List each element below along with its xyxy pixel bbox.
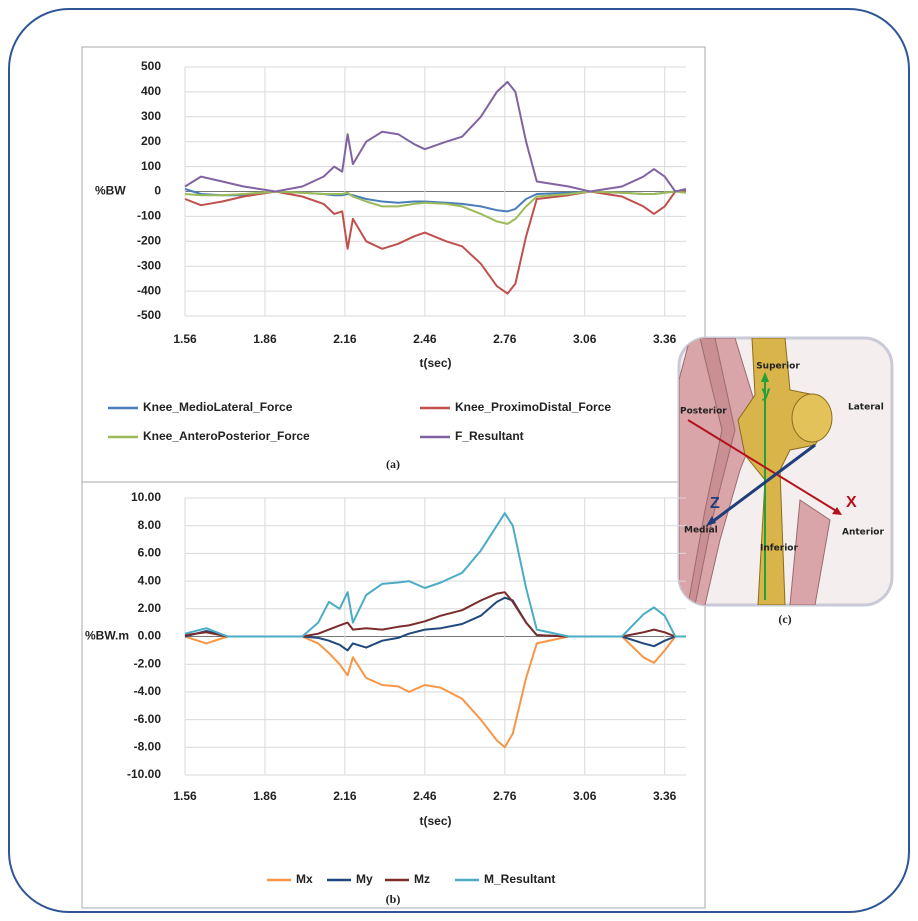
y-tick-label: -6.00: [134, 712, 162, 726]
legend-label: Mx: [296, 872, 313, 886]
y-tick-label: 400: [141, 84, 161, 98]
y-tick-label: -200: [137, 233, 161, 247]
y-tick-label: -2.00: [134, 656, 162, 670]
label-inferior: Inferior: [760, 544, 798, 554]
x-axis-label: t(sec): [419, 356, 451, 370]
x-tick-label: 2.16: [333, 332, 357, 346]
y-tick-label: -8.00: [134, 739, 162, 753]
y-tick-label: -100: [137, 209, 161, 223]
y-tick-label: 0: [154, 184, 161, 198]
y-tick-label: 6.00: [138, 546, 162, 560]
y-tick-label: 8.00: [138, 518, 162, 532]
y-tick-label: 0.00: [138, 629, 162, 643]
y-tick-label: 4.00: [138, 573, 162, 587]
x-tick-label: 1.86: [253, 789, 277, 803]
legend-label: Knee_MedioLateral_Force: [143, 400, 293, 414]
y-tick-label: 200: [141, 134, 161, 148]
legend-label: M_Resultant: [484, 872, 555, 886]
legend-label: Knee_AnteroPosterior_Force: [143, 429, 310, 443]
axis-y-letter: y: [762, 384, 771, 401]
y-tick-label: 100: [141, 159, 161, 173]
axis-z-letter: Z: [710, 495, 720, 512]
label-medial: Medial: [684, 526, 718, 536]
x-tick-label: 2.16: [333, 789, 357, 803]
y-tick-label: 2.00: [138, 601, 162, 615]
y-tick-label: -4.00: [134, 684, 162, 698]
caption: (b): [386, 892, 401, 906]
x-tick-label: 2.76: [493, 789, 517, 803]
caption-c: (c): [778, 612, 791, 626]
y-tick-label: 300: [141, 109, 161, 123]
caption: (a): [386, 457, 400, 471]
y-tick-label: -10.00: [127, 767, 161, 781]
y-tick-label: 500: [141, 59, 161, 73]
x-tick-label: 1.86: [253, 332, 277, 346]
y-tick-label: -300: [137, 258, 161, 272]
legend-label: My: [356, 872, 373, 886]
label-superior: Superior: [756, 362, 800, 372]
y-tick-label: -500: [137, 308, 161, 322]
x-tick-label: 1.56: [173, 789, 197, 803]
label-lateral: Lateral: [848, 403, 884, 413]
x-axis-label: t(sec): [419, 814, 451, 828]
axis-x-letter: X: [846, 494, 857, 511]
x-tick-label: 3.06: [573, 332, 597, 346]
x-tick-label: 2.46: [413, 332, 437, 346]
legend-label: Mz: [414, 872, 430, 886]
knee-image: Superior Lateral Posterior Medial Inferi…: [679, 338, 892, 626]
legend-label: Knee_ProximoDistal_Force: [455, 400, 611, 414]
y-axis-label: %BW: [95, 184, 126, 198]
y-axis-label: %BW.m: [85, 629, 129, 643]
figure: Superior Lateral Posterior Medial Inferi…: [0, 0, 918, 921]
x-tick-label: 3.36: [653, 789, 677, 803]
x-tick-label: 2.76: [493, 332, 517, 346]
legend-label: F_Resultant: [455, 429, 524, 443]
y-tick-label: 10.00: [131, 490, 161, 504]
x-tick-label: 1.56: [173, 332, 197, 346]
y-tick-label: -400: [137, 283, 161, 297]
label-posterior: Posterior: [680, 407, 727, 417]
x-tick-label: 2.46: [413, 789, 437, 803]
x-tick-label: 3.36: [653, 332, 677, 346]
label-anterior: Anterior: [842, 528, 884, 538]
x-tick-label: 3.06: [573, 789, 597, 803]
